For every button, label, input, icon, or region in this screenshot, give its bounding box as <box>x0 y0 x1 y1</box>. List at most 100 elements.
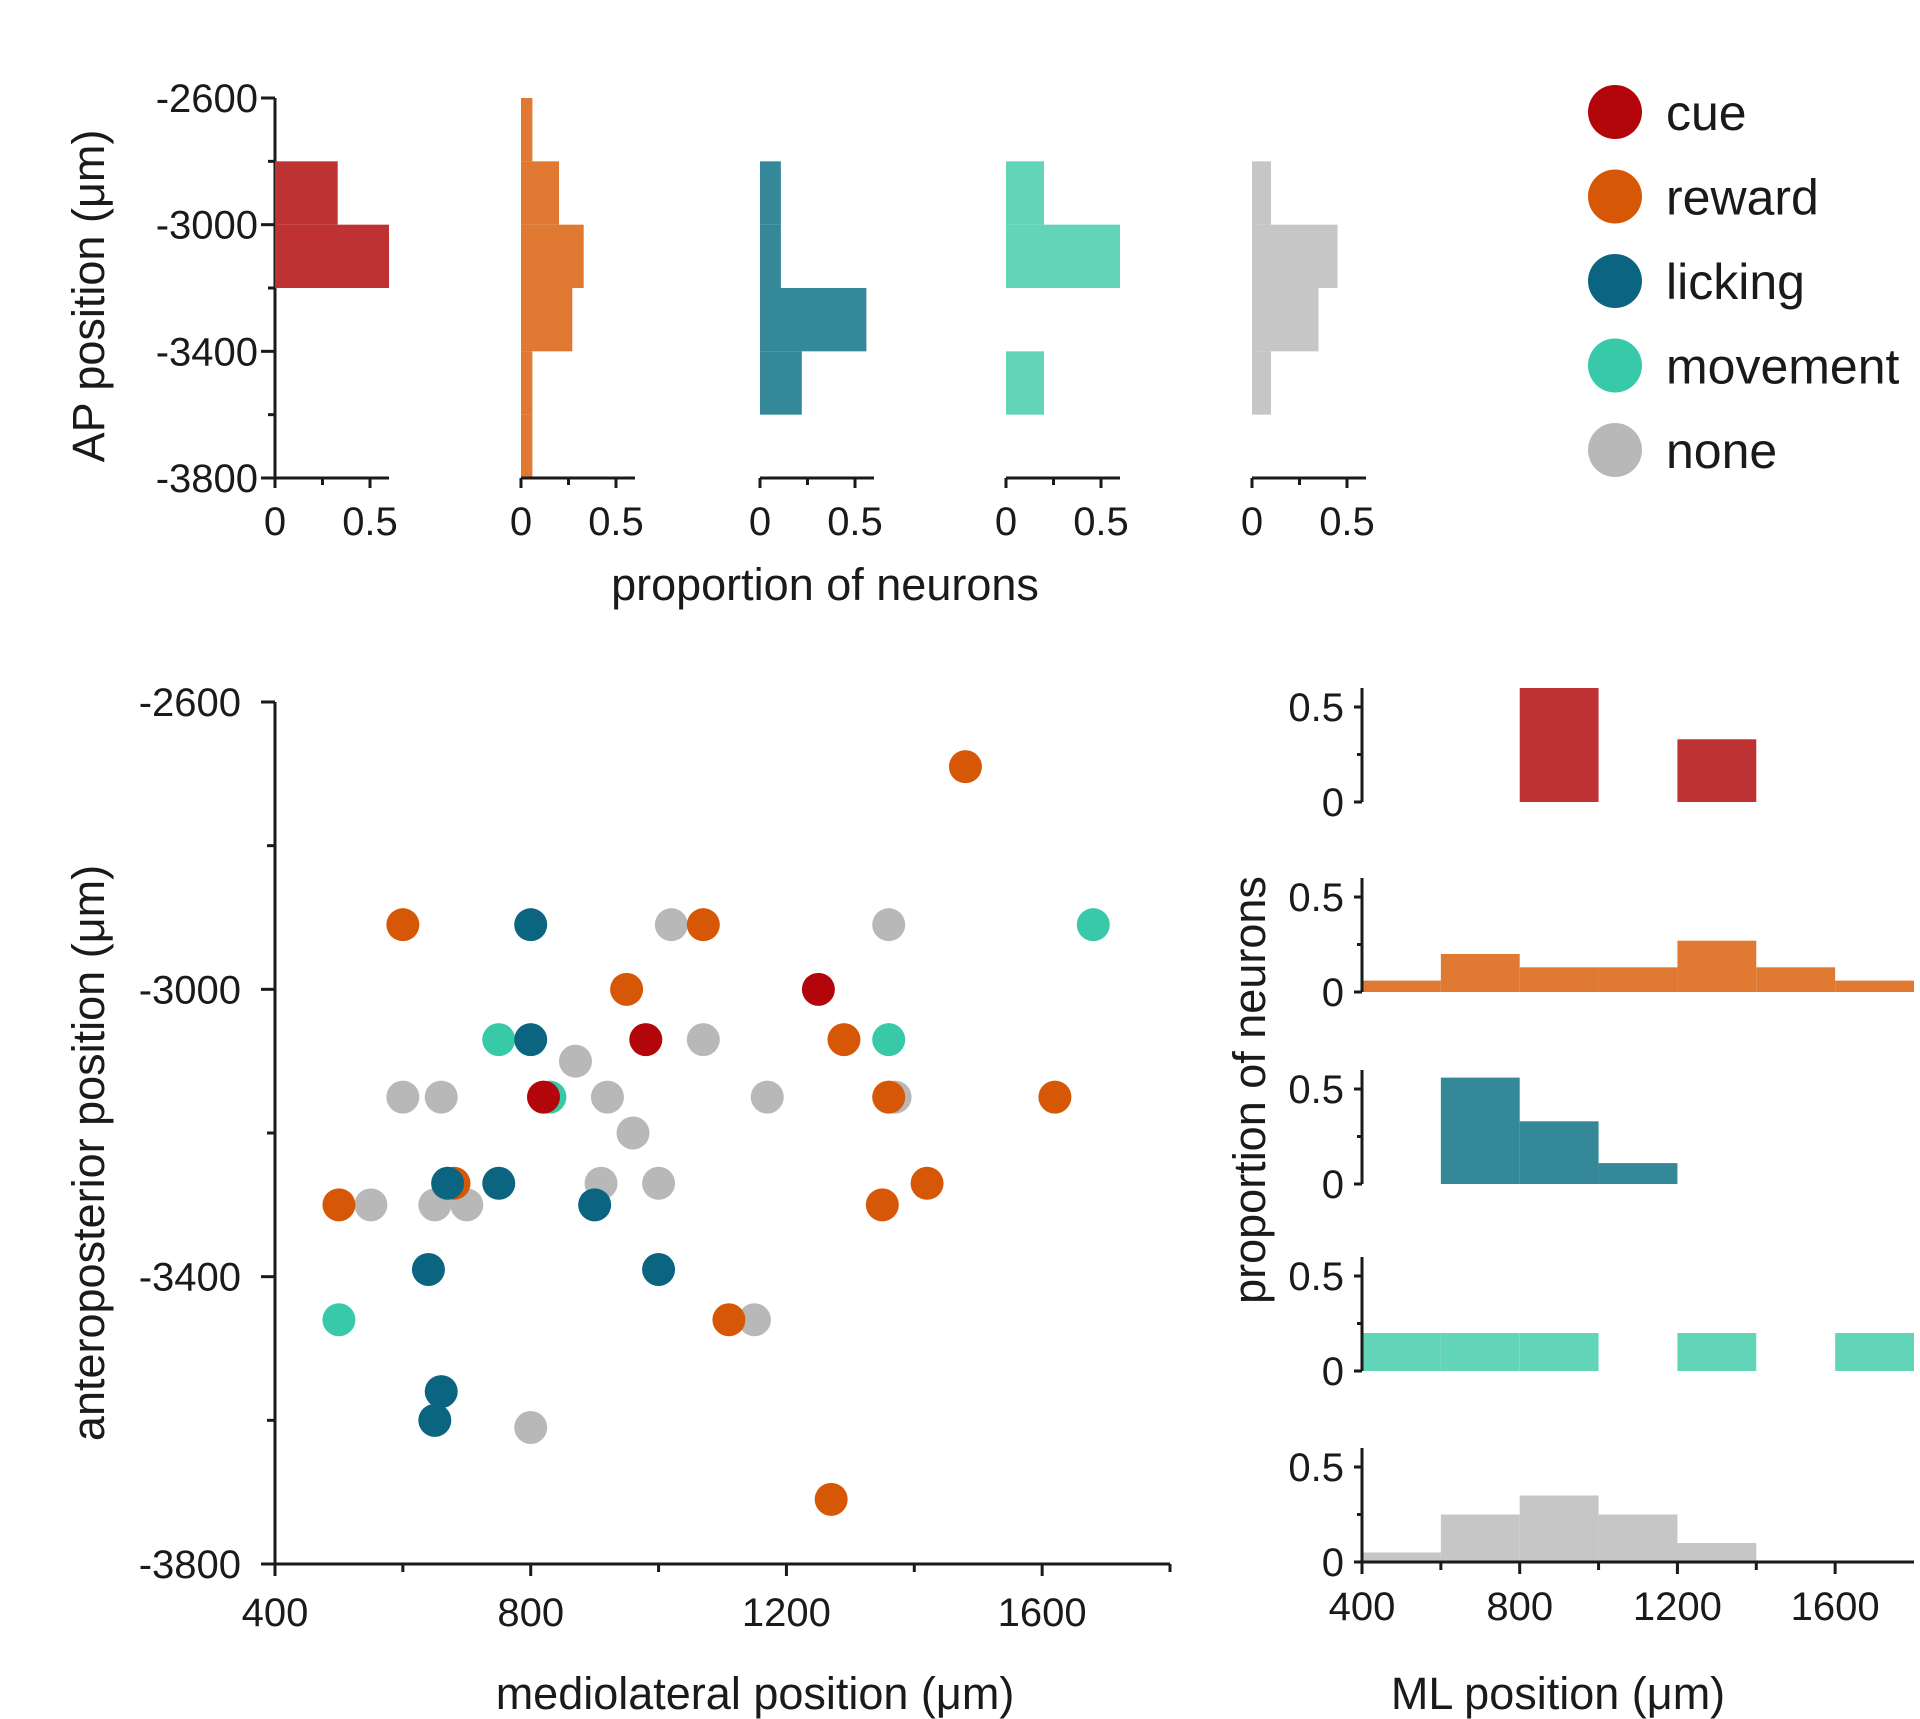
ml-hist-bar-reward <box>1362 980 1441 992</box>
ml-histogram-xlabel: ML position (μm) <box>1391 1668 1725 1719</box>
scatter-point-licking <box>642 1252 676 1286</box>
ap-hist-bar-movement <box>1006 351 1044 415</box>
ap-x-tick-label: 0.5 <box>827 500 883 544</box>
legend-marker-licking <box>1588 254 1642 308</box>
ap-hist-bar-cue <box>275 161 338 225</box>
scatter-point-none <box>386 1080 420 1114</box>
scatter-point-reward <box>865 1188 899 1222</box>
legend-label-cue: cue <box>1666 85 1747 141</box>
scatter-point-cue <box>527 1080 560 1114</box>
scatter-point-reward <box>872 1080 906 1114</box>
legend: cue reward licking movement none <box>1588 85 1900 479</box>
ml-hist-bar-movement <box>1362 1333 1441 1371</box>
scatter-point-licking <box>514 1023 548 1057</box>
ap-x-tick-label: 0 <box>510 500 532 544</box>
ml-x-tick-label: 800 <box>1486 1585 1553 1629</box>
ml-hist-bar-reward <box>1756 967 1836 992</box>
ml-hist-bar-none <box>1519 1495 1599 1562</box>
ap-x-tick-label: 0 <box>1241 500 1263 544</box>
legend-label-none: none <box>1666 423 1777 479</box>
ap-x-tick-label: 0.5 <box>1319 500 1375 544</box>
ml-hist-bar-reward <box>1440 954 1520 992</box>
ap-x-tick-label: 0 <box>264 500 286 544</box>
scatter-point-reward <box>910 1166 944 1200</box>
ml-hist-bar-licking <box>1440 1077 1520 1184</box>
scatter-point-none <box>750 1080 784 1114</box>
ml-y-tick-label: 0.5 <box>1288 1068 1344 1112</box>
ml-hist-bar-movement <box>1519 1333 1599 1371</box>
scatter-point-movement <box>872 1023 906 1057</box>
ml-x-tick-label: 1200 <box>1633 1585 1722 1629</box>
scatter-point-cue <box>629 1023 663 1057</box>
ap-hist-bar-reward <box>521 161 559 225</box>
ml-y-tick-label: 0.5 <box>1288 1255 1344 1299</box>
scatter-point-licking <box>578 1188 612 1222</box>
ml-y-tick-label: 0 <box>1322 971 1344 1015</box>
ap-hist-bar-licking <box>760 224 781 288</box>
legend-marker-cue <box>1588 85 1642 139</box>
legend-marker-reward <box>1588 169 1642 224</box>
ap-x-tick-label: 0.5 <box>588 500 644 544</box>
scatter-x-tick-label: 400 <box>242 1591 309 1635</box>
ml-y-tick-label: 0 <box>1322 781 1344 825</box>
scatter-point-none <box>558 1044 592 1078</box>
scatter-point-none <box>616 1116 650 1150</box>
scatter-point-movement <box>322 1303 356 1337</box>
scatter-x-tick-label: 800 <box>497 1591 564 1635</box>
scatter-point-licking <box>424 1375 458 1409</box>
scatter-point-licking <box>514 908 548 942</box>
scatter-point-reward <box>712 1303 746 1337</box>
ml-hist-bar-none <box>1598 1514 1678 1562</box>
scatter-point-movement <box>482 1023 516 1057</box>
scatter-point-reward <box>948 750 982 784</box>
scatter-y-tick-label: -3400 <box>139 1256 241 1300</box>
scatter-y-tick-label: -3000 <box>139 968 241 1012</box>
ap-x-tick-label: 0 <box>995 500 1017 544</box>
ap-hist-bar-reward <box>521 288 573 352</box>
ml-hist-bar-reward <box>1598 967 1678 992</box>
ml-y-tick-label: 0.5 <box>1288 1446 1344 1490</box>
ap-hist-bar-none <box>1252 161 1271 225</box>
scatter-point-none <box>354 1188 388 1222</box>
ap-hist-bar-none <box>1252 288 1319 352</box>
ml-x-tick-label: 1600 <box>1791 1585 1880 1629</box>
scatter-point-reward <box>322 1188 356 1222</box>
ap-y-tick-label: -3400 <box>156 330 258 374</box>
ap-hist-bar-movement <box>1006 224 1120 288</box>
ml-hist-bar-reward <box>1835 980 1914 992</box>
ml-histogram-panel: 0 0.5 0 0.5 0 0.5 0 0.5 0 0.5 400 800 1200 1600 <box>1288 686 1914 1629</box>
ap-hist-bar-none <box>1252 351 1271 415</box>
ap-hist-bar-licking <box>760 161 781 225</box>
ap-hist-bar-reward <box>521 98 533 162</box>
ml-hist-bar-movement <box>1440 1333 1520 1371</box>
ml-y-tick-label: 0 <box>1322 1541 1344 1585</box>
ml-hist-bar-movement <box>1677 1333 1757 1371</box>
scatter-ylabel: anteroposterior position (μm) <box>63 865 114 1441</box>
ap-y-tick-label: -2600 <box>156 77 258 121</box>
ap-x-tick-label: 0 <box>749 500 771 544</box>
scatter-point-none <box>654 908 688 942</box>
ap-x-tick-label: 0.5 <box>1073 500 1129 544</box>
scatter-point-reward <box>827 1023 861 1057</box>
legend-label-reward: reward <box>1666 170 1819 226</box>
ap-y-tick-label: -3800 <box>156 457 258 501</box>
legend-marker-none <box>1588 423 1642 477</box>
ap-hist-bar-reward <box>521 351 533 415</box>
ap-x-tick-label: 0.5 <box>342 500 398 544</box>
ap-hist-bar-none <box>1252 224 1338 288</box>
legend-marker-movement <box>1588 338 1642 393</box>
scatter-point-reward <box>1038 1080 1072 1114</box>
legend-label-licking: licking <box>1666 254 1805 310</box>
scatter-point-none <box>642 1166 676 1200</box>
scatter-point-licking <box>418 1403 452 1437</box>
ml-hist-bar-reward <box>1677 940 1757 992</box>
scatter-point-reward <box>610 972 644 1006</box>
scatter-point-none <box>590 1080 624 1114</box>
legend-label-movement: movement <box>1666 339 1900 395</box>
ap-hist-bar-reward <box>521 414 533 478</box>
scatter-x-tick-label: 1600 <box>998 1591 1087 1635</box>
ml-hist-bar-reward <box>1519 967 1599 992</box>
